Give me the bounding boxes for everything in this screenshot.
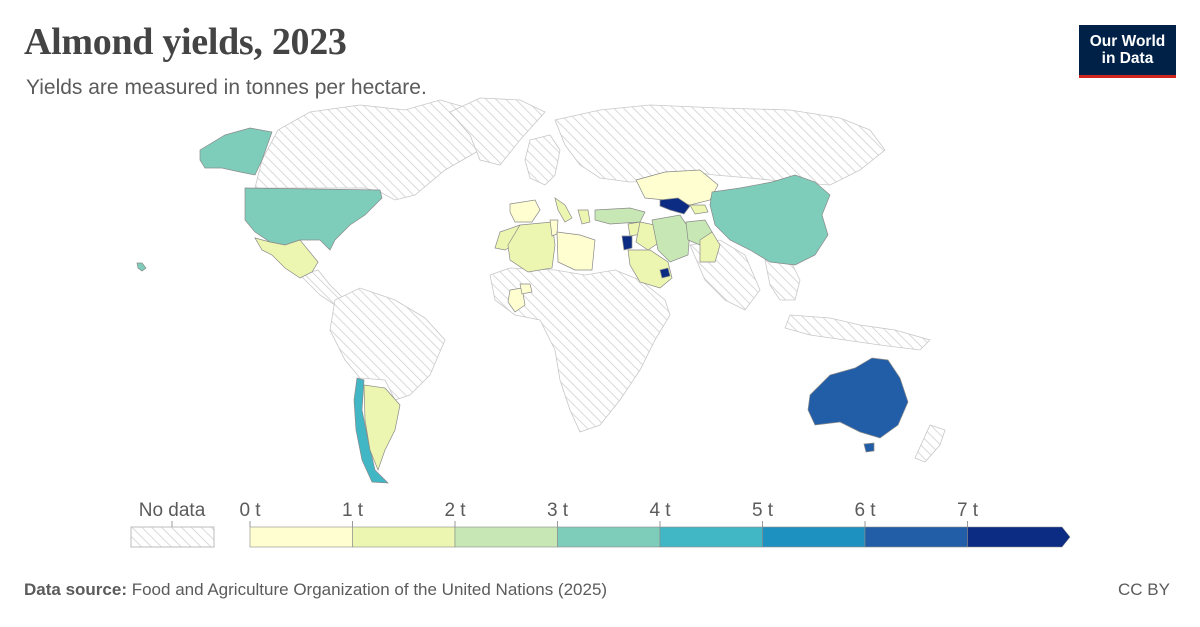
- map-region-spain-portugal[interactable]: [509, 199, 541, 223]
- map-region-china[interactable]: [709, 174, 831, 266]
- legend-bin-3[interactable]: [557, 526, 661, 548]
- map-region-tasmania[interactable]: [863, 442, 875, 453]
- logo-line-2: in Data: [1101, 50, 1154, 67]
- legend-tick-label-6: 6 t: [854, 500, 876, 521]
- map-region-united-states[interactable]: [244, 187, 383, 251]
- map-region-hawaii[interactable]: [136, 262, 147, 272]
- logo-line-1: Our World: [1089, 33, 1166, 50]
- map-region-uzbekistan[interactable]: [659, 197, 691, 215]
- map-region-saudi-arabia[interactable]: [627, 249, 673, 289]
- legend-tick-label-7: 7 t: [957, 500, 979, 521]
- legend-tick-label-2: 2 t: [444, 500, 466, 521]
- owid-logo[interactable]: Our World in Data: [1079, 25, 1176, 78]
- footer-source: Data source: Food and Agriculture Organi…: [24, 580, 607, 600]
- new-zealand-region[interactable]: [914, 424, 946, 463]
- russia-region[interactable]: [554, 104, 886, 186]
- map-region-kazakhstan[interactable]: [635, 169, 719, 206]
- map-region-argentina[interactable]: [363, 384, 401, 471]
- map-region-mexico[interactable]: [254, 237, 319, 279]
- legend-tick-label-4: 4 t: [649, 500, 671, 521]
- map-region-uae[interactable]: [659, 267, 671, 279]
- map-region-italy[interactable]: [554, 197, 573, 223]
- chart-subtitle: Yields are measured in tonnes per hectar…: [26, 76, 427, 99]
- legend-bin-7[interactable]: [967, 526, 1071, 548]
- legend: No data 0 t 1 t 2 t 3 t 4 t 5 t 6 t 7 t: [130, 500, 1071, 548]
- map-region-iran[interactable]: [651, 214, 691, 263]
- source-label: Data source:: [24, 580, 127, 599]
- map-region-alaska[interactable]: [199, 127, 273, 176]
- map-region-jordan[interactable]: [621, 235, 633, 251]
- map-region-greece[interactable]: [577, 209, 591, 225]
- legend-bin-4[interactable]: [659, 526, 763, 548]
- legend-no-data-swatch[interactable]: [130, 526, 215, 548]
- africa-region[interactable]: [489, 267, 671, 433]
- map-region-kyrgyzstan[interactable]: [689, 204, 709, 215]
- map-region-turkey[interactable]: [594, 207, 646, 225]
- legend-bin-2[interactable]: [454, 526, 558, 548]
- south-america-region[interactable]: [329, 287, 446, 401]
- source-text[interactable]: Food and Agriculture Organization of the…: [131, 580, 608, 599]
- northern-europe-region[interactable]: [524, 134, 561, 186]
- map-region-australia[interactable]: [807, 357, 909, 439]
- legend-tick-label-0: 0 t: [239, 500, 261, 521]
- legend-tick-label-1: 1 t: [342, 500, 364, 521]
- legend-no-data-label: No data: [139, 500, 206, 521]
- legend-tick-label-5: 5 t: [752, 500, 774, 521]
- map-region-libya[interactable]: [556, 231, 596, 271]
- southeast-asia-region[interactable]: [764, 259, 801, 301]
- legend-bin-0[interactable]: [249, 526, 353, 548]
- legend-bin-5[interactable]: [762, 526, 866, 548]
- legend-bin-1[interactable]: [352, 526, 456, 548]
- license-label[interactable]: CC BY: [1118, 580, 1170, 599]
- map-region-pakistan[interactable]: [699, 231, 721, 263]
- greenland-region[interactable]: [449, 97, 546, 166]
- legend-bin-6[interactable]: [864, 526, 968, 548]
- map-region-mali[interactable]: [507, 287, 526, 313]
- chart-title: Almond yields, 2023: [24, 21, 347, 63]
- indonesia-region[interactable]: [784, 314, 931, 351]
- data-regions: [136, 127, 909, 484]
- map-region-chile[interactable]: [353, 377, 389, 484]
- map-region-burkina-faso[interactable]: [519, 283, 533, 295]
- legend-tick-label-3: 3 t: [547, 500, 569, 521]
